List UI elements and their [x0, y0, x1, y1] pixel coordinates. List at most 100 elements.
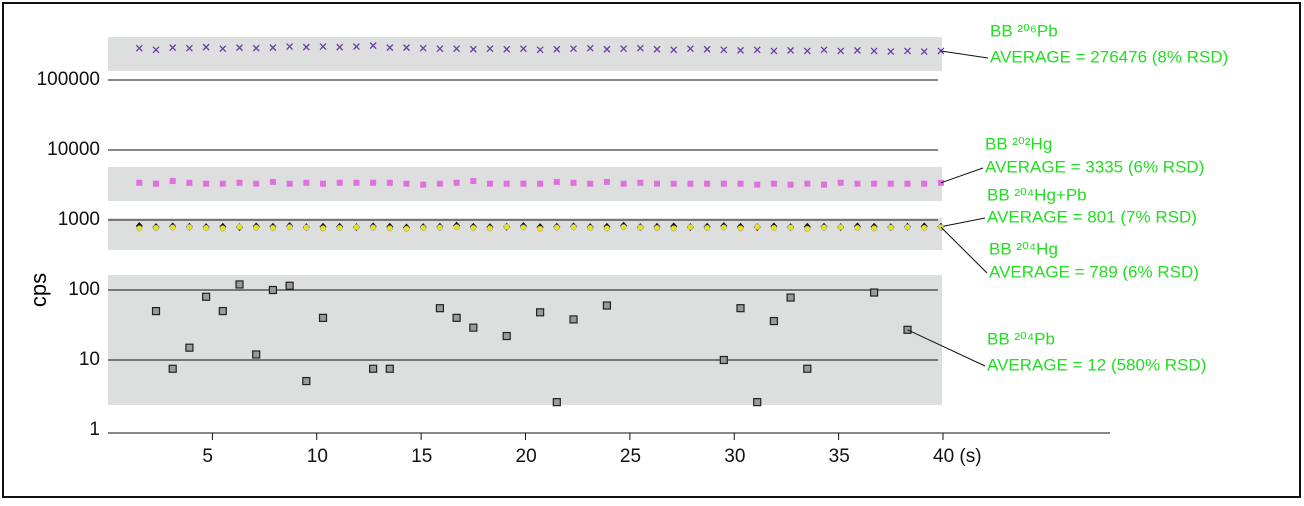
marker: [269, 44, 277, 52]
marker: [336, 224, 343, 231]
marker: [302, 43, 310, 51]
marker: [252, 350, 261, 359]
leader-line: [940, 50, 989, 59]
marker: [670, 46, 678, 54]
marker: [236, 44, 243, 52]
marker: [804, 225, 811, 232]
marker: [386, 44, 394, 52]
legend-name: BB ²⁰⁶Pb: [990, 21, 1058, 40]
marker: [269, 178, 276, 185]
marker: [654, 180, 661, 187]
marker: [537, 225, 544, 232]
marker: [336, 179, 343, 186]
marker: [269, 224, 276, 231]
marker: [821, 181, 828, 188]
marker: [303, 179, 310, 186]
marker: [136, 225, 143, 232]
marker: [185, 44, 193, 52]
annotation: AVERAGE = 12 (580% RSD): [987, 355, 1206, 374]
marker: [219, 225, 226, 232]
marker: [803, 47, 811, 55]
marker: [870, 47, 878, 55]
marker: [336, 43, 344, 51]
marker: [921, 224, 928, 231]
marker: [202, 43, 210, 51]
marker: [519, 45, 527, 53]
marker: [837, 224, 844, 231]
y-tick-label: 10: [79, 349, 100, 370]
y-axis-label: cps: [26, 273, 51, 307]
marker: [770, 47, 778, 55]
marker: [720, 224, 727, 231]
marker: [754, 223, 761, 230]
marker: [570, 224, 577, 231]
marker: [303, 224, 310, 231]
marker: [502, 331, 511, 341]
marker: [135, 44, 143, 52]
marker: [219, 45, 227, 53]
marker: [169, 224, 176, 231]
marker: [152, 46, 160, 54]
marker: [537, 180, 544, 187]
legend-name: BB ²⁰⁴Hg+Pb: [987, 185, 1087, 204]
marker: [770, 180, 777, 187]
marker: [185, 343, 194, 352]
marker: [487, 180, 494, 187]
marker: [670, 225, 677, 232]
marker: [436, 45, 444, 53]
annotation: AVERAGE = 3335 (6% RSD): [985, 157, 1204, 176]
marker: [169, 178, 176, 185]
marker: [420, 181, 427, 188]
marker: [403, 180, 410, 187]
marker: [318, 313, 328, 322]
leader-line: [907, 329, 986, 367]
marker: [453, 45, 461, 53]
marker: [553, 178, 560, 185]
marker: [937, 47, 945, 55]
marker: [520, 224, 527, 231]
marker: [286, 43, 294, 51]
marker: [452, 313, 461, 322]
marker: [787, 224, 794, 231]
marker: [686, 45, 694, 53]
y-tick-label: 10000: [47, 139, 100, 160]
marker: [369, 364, 378, 373]
band: [108, 37, 942, 71]
marker: [436, 224, 443, 231]
marker: [871, 180, 878, 187]
marker: [720, 46, 728, 54]
marker: [904, 180, 911, 187]
marker: [853, 46, 861, 54]
marker: [503, 223, 510, 230]
marker: [637, 179, 644, 186]
marker: [236, 223, 243, 230]
marker: [520, 180, 527, 187]
marker: [770, 224, 777, 231]
marker: [569, 315, 578, 324]
marker: [602, 301, 612, 310]
marker: [470, 224, 477, 231]
marker: [385, 364, 394, 373]
marker: [737, 180, 744, 187]
marker: [353, 224, 360, 231]
marker: [268, 285, 278, 295]
marker: [921, 180, 928, 187]
marker: [837, 47, 845, 55]
marker: [319, 225, 327, 232]
marker: [603, 178, 610, 185]
marker: [536, 308, 545, 317]
marker: [403, 44, 410, 52]
marker: [737, 46, 744, 54]
marker: [369, 42, 377, 50]
marker: [653, 45, 661, 53]
marker: [536, 46, 544, 54]
y-tick-label: 1: [89, 419, 100, 440]
marker: [503, 180, 510, 187]
marker: [736, 304, 745, 313]
leader-line: [940, 217, 986, 228]
marker: [719, 355, 728, 365]
marker: [469, 323, 478, 332]
marker: [136, 179, 143, 186]
marker: [553, 45, 561, 53]
